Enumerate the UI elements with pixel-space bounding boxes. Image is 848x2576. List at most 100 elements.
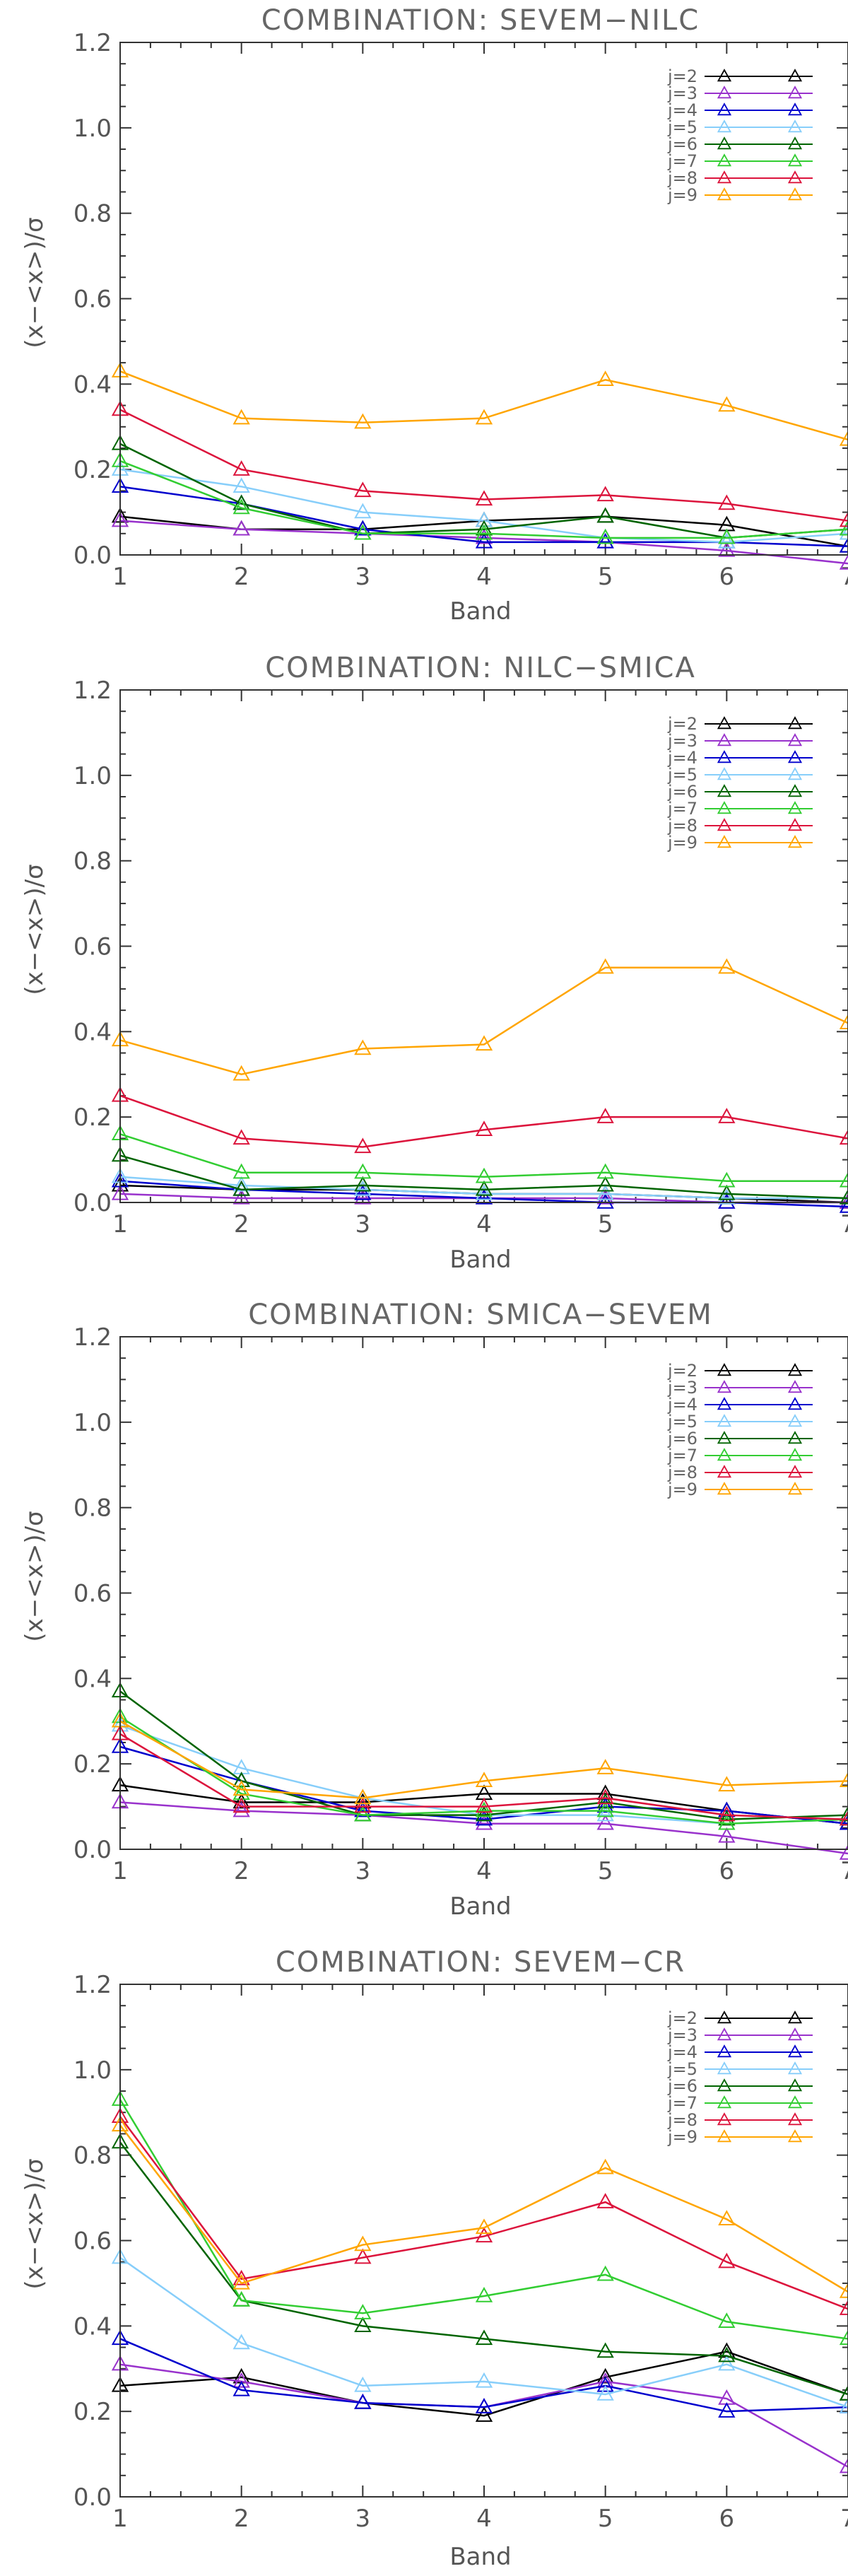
data-point — [718, 1805, 736, 1822]
legend-marker — [787, 103, 803, 116]
legend-label: j=7 — [667, 799, 697, 819]
legend-marker — [787, 2112, 803, 2126]
data-point — [596, 1759, 614, 1774]
legend-marker — [717, 2061, 732, 2075]
legend-item: j=7 — [667, 799, 813, 819]
y-tick-label: 0.0 — [73, 2483, 112, 2512]
series-j=8 — [111, 2107, 848, 2315]
data-point — [596, 1176, 614, 1192]
series-j=8 — [111, 1724, 848, 1826]
legend-marker — [787, 801, 803, 814]
data-point — [718, 541, 736, 557]
series-line — [119, 2124, 848, 2293]
legend-marker — [717, 2095, 732, 2109]
legend-marker — [717, 2044, 732, 2058]
series-line — [119, 370, 848, 441]
legend-item: j=2 — [667, 66, 813, 86]
legend-label: j=4 — [667, 748, 697, 768]
y-tick-label: 0.2 — [73, 456, 112, 484]
panel-title: COMBINATION: NILC−SMICA — [265, 652, 696, 684]
legend-marker — [787, 1414, 803, 1427]
series-j=9 — [111, 958, 848, 1081]
data-point — [596, 1793, 614, 1809]
panel-title: COMBINATION: SEVEM−NILC — [261, 4, 700, 37]
data-point — [718, 1188, 736, 1205]
data-point — [354, 2376, 372, 2392]
x-tick-label: 1 — [112, 1210, 128, 1239]
series-line — [119, 2116, 848, 2310]
data-point — [354, 2317, 372, 2333]
plot-frame — [119, 42, 848, 556]
panel-smica-sevem: COMBINATION: SMICA−SEVEM (x−<x>)/σ Band … — [20, 1299, 848, 1921]
data-point — [475, 1167, 493, 1183]
series-line — [119, 459, 848, 539]
legend-marker — [717, 716, 732, 730]
data-point — [232, 2372, 250, 2388]
legend-item: j=7 — [667, 151, 813, 171]
data-point — [232, 1163, 250, 1179]
data-point — [354, 1788, 372, 1805]
legend-item: j=3 — [667, 731, 813, 751]
data-point — [354, 1805, 372, 1822]
data-point — [839, 1772, 848, 1788]
data-point — [232, 1801, 250, 1817]
x-tick-label: 3 — [355, 563, 371, 591]
data-point — [596, 486, 614, 502]
y-tick-label: 0.8 — [73, 848, 112, 876]
y-tick-label: 0.6 — [73, 933, 112, 961]
data-point — [596, 2342, 614, 2358]
x-tick-label: 1 — [112, 2505, 128, 2533]
data-point — [475, 1814, 493, 1830]
data-point — [475, 2227, 493, 2243]
legend-marker — [787, 818, 803, 831]
data-point — [839, 1193, 848, 1209]
legend-label: j=6 — [667, 134, 697, 154]
data-point — [596, 1193, 614, 1209]
data-point — [596, 528, 614, 544]
legend-marker — [787, 733, 803, 747]
data-point — [232, 2380, 250, 2396]
legend-label: j=5 — [667, 1412, 697, 1432]
legend-label: j=4 — [667, 1395, 697, 1415]
series-layer — [111, 2090, 848, 2473]
data-point — [718, 1776, 736, 1792]
legend-label: j=5 — [667, 765, 697, 785]
legend: j=2j=3j=4j=5j=6j=7j=8j=9 — [667, 714, 813, 853]
x-tick-label: 6 — [719, 563, 735, 591]
y-tick-label: 1.0 — [73, 2056, 112, 2085]
data-point — [718, 2312, 736, 2328]
data-point — [839, 1129, 848, 1145]
legend-item: j=9 — [667, 833, 813, 853]
data-point — [839, 2329, 848, 2346]
legend-marker — [787, 835, 803, 848]
data-point — [232, 1180, 250, 1196]
data-point — [839, 511, 848, 527]
y-tick-label: 0.4 — [73, 1018, 112, 1046]
y-tick-label: 1.0 — [73, 762, 112, 790]
data-point — [596, 1108, 614, 1123]
series-j=5 — [111, 2248, 848, 2413]
data-point — [839, 2457, 848, 2473]
legend-marker — [787, 2095, 803, 2109]
data-point — [596, 2193, 614, 2208]
data-point — [718, 528, 736, 544]
data-point — [232, 1188, 250, 1205]
legend-label: j=9 — [667, 833, 697, 853]
legend-marker — [717, 187, 732, 201]
legend-marker — [717, 2078, 732, 2092]
data-point — [475, 1797, 493, 1813]
legend-marker — [717, 170, 732, 184]
data-point — [718, 2355, 736, 2371]
y-tick-label: 1.2 — [73, 1323, 112, 1352]
data-point — [718, 1184, 736, 1200]
x-tick-label: 2 — [234, 563, 249, 591]
data-point — [596, 2158, 614, 2174]
data-point — [839, 1197, 848, 1213]
tick-layer: 1 2 3 4 5 6 7 0.0 0.2 0.4 0.6 0.8 1.0 1.2 — [73, 677, 848, 1239]
x-axis-label: Band — [449, 2543, 511, 2571]
data-point — [596, 958, 614, 974]
legend-marker — [717, 835, 732, 848]
legend-marker — [787, 1363, 803, 1376]
legend-label: j=4 — [667, 2042, 697, 2062]
